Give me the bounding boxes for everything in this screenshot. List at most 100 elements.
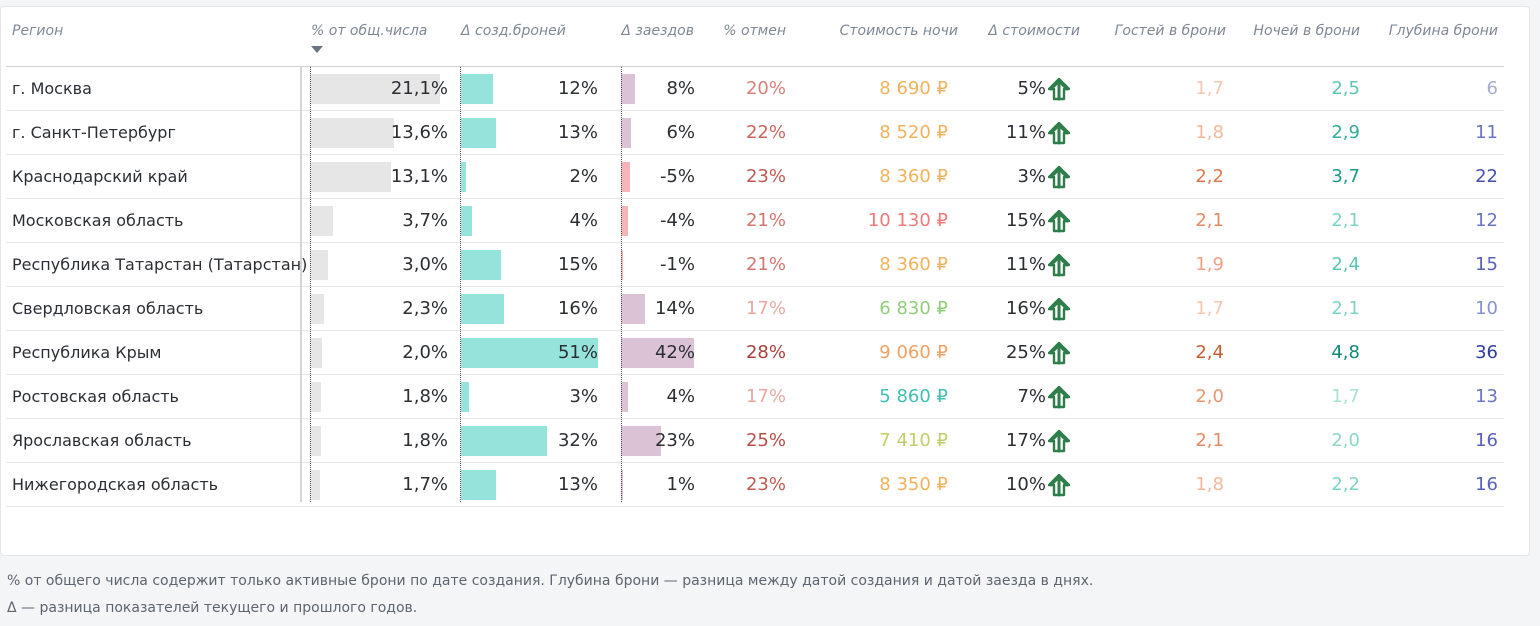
header-pct-total[interactable]: % от общ.числа — [311, 23, 428, 39]
table-row[interactable]: г. Москва 21,1% 12% 8% 20% 8 690 ₽ 5% 1,7 2,5 6 — [6, 67, 1504, 111]
cancel-value: 23% — [745, 166, 786, 187]
checkins-bar — [621, 162, 630, 192]
created-bar — [461, 426, 547, 456]
cost-delta-value: 15% — [1005, 210, 1046, 231]
guests-value: 2,1 — [1195, 430, 1224, 451]
depth-value: 36 — [1475, 342, 1498, 363]
nights-value: 2,1 — [1331, 298, 1360, 319]
sort-desc-icon[interactable] — [311, 46, 323, 53]
checkins-value: 4% — [666, 386, 695, 407]
guests-value: 2,2 — [1195, 166, 1224, 187]
created-bar — [461, 250, 502, 280]
created-bar-axis — [460, 67, 461, 502]
checkins-value: 14% — [654, 298, 695, 319]
cancel-value: 28% — [745, 342, 786, 363]
created-bar — [461, 118, 496, 148]
pct-total-bar — [310, 382, 322, 412]
guests-value: 2,0 — [1195, 386, 1224, 407]
depth-value: 13 — [1475, 386, 1498, 407]
cancel-value: 21% — [745, 254, 786, 275]
region-name[interactable]: Республика Крым — [12, 343, 162, 362]
header-depth[interactable]: Глубина брони — [1388, 23, 1498, 39]
guests-value: 1,8 — [1195, 474, 1224, 495]
header-divider — [6, 66, 1504, 67]
cancel-value: 25% — [745, 430, 786, 451]
depth-value: 12 — [1475, 210, 1498, 231]
region-name[interactable]: г. Санкт-Петербург — [12, 123, 176, 142]
pct-total-value: 1,7% — [402, 474, 448, 495]
night-cost-value: 8 350 ₽ — [879, 474, 948, 495]
table-card — [0, 6, 1530, 556]
table-row[interactable]: Свердловская область 2,3% 16% 14% 17% 6 830 ₽… — [6, 287, 1504, 331]
created-value: 4% — [569, 210, 598, 231]
header-night-cost[interactable]: Стоимость ночи — [839, 23, 958, 39]
checkins-bar — [621, 250, 623, 280]
nights-value: 2,2 — [1331, 474, 1360, 495]
checkins-bar — [621, 470, 623, 500]
region-name[interactable]: Республика Татарстан (Татарстан) — [12, 255, 308, 274]
checkins-bar — [621, 426, 661, 456]
region-name[interactable]: Московская область — [12, 211, 184, 230]
arrow-up-icon — [1048, 385, 1070, 409]
guests-value: 1,9 — [1195, 254, 1224, 275]
table-row[interactable]: Ростовская область 1,8% 3% 4% 17% 5 860 ₽ 7% 2,… — [6, 375, 1504, 419]
table-row[interactable]: Республика Крым 2,0% 51% 42% 28% 9 060 ₽ 25% 2,… — [6, 331, 1504, 375]
created-value: 3% — [569, 386, 598, 407]
header-nights[interactable]: Ночей в брони — [1253, 23, 1360, 39]
header-region[interactable]: Регион — [12, 23, 64, 39]
nights-value: 2,4 — [1331, 254, 1360, 275]
depth-value: 15 — [1475, 254, 1498, 275]
table-row[interactable]: г. Санкт-Петербург 13,6% 13% 6% 22% 8 520 ₽ 11… — [6, 111, 1504, 155]
pct-bar-axis — [310, 67, 311, 502]
arrow-up-icon — [1048, 209, 1070, 233]
pct-total-bar — [310, 74, 440, 104]
region-column-divider — [300, 67, 302, 502]
created-bar — [461, 74, 494, 104]
cost-delta-value: 17% — [1005, 430, 1046, 451]
depth-value: 16 — [1475, 430, 1498, 451]
header-d-created[interactable]: Δ созд.броней — [461, 23, 566, 39]
arrow-up-icon — [1048, 165, 1070, 189]
created-bar — [461, 470, 496, 500]
table-row[interactable]: Республика Татарстан (Татарстан) 3,0% 15% -… — [6, 243, 1504, 287]
region-name[interactable]: Свердловская область — [12, 299, 204, 318]
guests-value: 2,1 — [1195, 210, 1224, 231]
table-row[interactable]: Краснодарский край 13,1% 2% -5% 23% 8 360 ₽ 3%… — [6, 155, 1504, 199]
pct-total-bar — [310, 294, 325, 324]
pct-total-bar — [310, 206, 333, 236]
arrow-up-icon — [1048, 297, 1070, 321]
guests-value: 1,7 — [1195, 298, 1224, 319]
cost-delta-value: 25% — [1005, 342, 1046, 363]
cancel-value: 17% — [745, 298, 786, 319]
region-name[interactable]: Нижегородская область — [12, 475, 219, 494]
header-d-cost[interactable]: Δ стоимости — [988, 23, 1080, 39]
region-name[interactable]: г. Москва — [12, 79, 92, 98]
depth-value: 11 — [1475, 122, 1498, 143]
checkins-value: 8% — [666, 78, 695, 99]
arrow-up-icon — [1048, 473, 1070, 497]
night-cost-value: 8 360 ₽ — [879, 166, 948, 187]
checkins-bar-axis — [621, 67, 622, 502]
checkins-value: -1% — [659, 254, 695, 275]
created-value: 51% — [557, 342, 598, 363]
checkins-value: -5% — [659, 166, 695, 187]
header-guests[interactable]: Гостей в брони — [1114, 23, 1226, 39]
table-row[interactable]: Московская область 3,7% 4% -4% 21% 10 130 ₽ 15… — [6, 199, 1504, 243]
checkins-bar — [621, 118, 632, 148]
night-cost-value: 8 690 ₽ — [879, 78, 948, 99]
table-row[interactable]: Нижегородская область 1,7% 13% 1% 23% 8 350 ₽… — [6, 463, 1504, 507]
region-name[interactable]: Ярославская область — [12, 431, 192, 450]
table-row[interactable]: Ярославская область 1,8% 32% 23% 25% 7 410 ₽ 1… — [6, 419, 1504, 463]
header-d-checkins[interactable]: Δ заездов — [621, 23, 694, 39]
region-name[interactable]: Ростовская область — [12, 387, 179, 406]
pct-total-bar — [310, 426, 322, 456]
night-cost-value: 8 360 ₽ — [879, 254, 948, 275]
header-pct-cancel[interactable]: % отмен — [723, 23, 786, 39]
pct-total-value: 21,1% — [390, 78, 448, 99]
region-name[interactable]: Краснодарский край — [12, 167, 188, 186]
checkins-value: 23% — [654, 430, 695, 451]
arrow-up-icon — [1048, 429, 1070, 453]
checkins-bar — [621, 74, 635, 104]
cancel-value: 20% — [745, 78, 786, 99]
nights-value: 1,7 — [1331, 386, 1360, 407]
